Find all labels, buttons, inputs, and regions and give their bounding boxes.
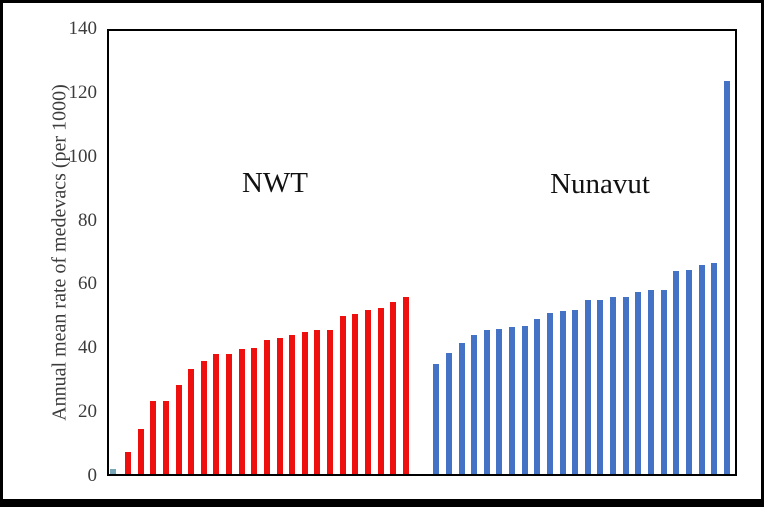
- bar-nwt: [175, 385, 182, 474]
- group-label-nwt: NWT: [241, 167, 309, 199]
- y-tick-label: 40: [78, 337, 97, 359]
- bar-nunavut: [521, 326, 528, 474]
- y-tick-label: 140: [68, 18, 98, 39]
- bar-nwt: [364, 310, 371, 474]
- plot-area: NWT Nunavut: [107, 29, 737, 476]
- y-tick-label: 100: [68, 145, 98, 167]
- bar-nunavut: [610, 297, 617, 474]
- bar-nwt: [263, 340, 270, 474]
- y-tick-label: 0: [87, 465, 98, 486]
- bar-first-bar: [110, 469, 116, 474]
- bar-nwt: [251, 348, 258, 474]
- bar-nwt: [377, 308, 384, 474]
- y-tick-label: 80: [78, 209, 97, 231]
- y-axis-title: Annual mean rate of medevacs (per 1000): [48, 84, 71, 421]
- bar-nwt: [213, 354, 220, 474]
- bar-nunavut: [597, 300, 604, 474]
- bar-nwt: [289, 335, 296, 474]
- bar-nwt: [390, 302, 397, 474]
- bar-nunavut: [622, 297, 629, 474]
- bar-nwt: [188, 369, 195, 474]
- bar-nwt: [238, 349, 245, 474]
- bar-nunavut: [635, 292, 642, 474]
- bar-nunavut: [673, 271, 680, 474]
- bar-nunavut: [483, 330, 490, 474]
- y-tick-label: 60: [78, 273, 97, 295]
- bar-nwt: [402, 297, 409, 474]
- bar-nunavut: [509, 327, 516, 474]
- bar-nunavut: [698, 265, 705, 474]
- bar-nunavut: [546, 313, 553, 474]
- bar-nunavut: [559, 311, 566, 474]
- bar-nwt: [125, 452, 131, 474]
- bar-nunavut: [445, 353, 452, 474]
- bar-nwt: [200, 361, 207, 474]
- bar-nunavut: [584, 300, 591, 474]
- bar-nunavut: [572, 310, 579, 474]
- bar-nwt: [137, 429, 144, 474]
- bar-nwt: [314, 330, 321, 474]
- bar-nunavut: [685, 270, 692, 474]
- bar-nwt: [276, 338, 283, 474]
- bar-nunavut: [723, 81, 730, 474]
- bar-nunavut: [496, 329, 503, 474]
- bar-nwt: [301, 332, 308, 474]
- bar-nwt: [352, 314, 359, 474]
- y-tick-label: 120: [68, 81, 98, 103]
- bar-nunavut: [660, 290, 667, 474]
- bar-nunavut: [458, 343, 465, 474]
- bar-nunavut: [433, 364, 440, 474]
- bar-nwt: [162, 401, 169, 474]
- bar-nunavut: [648, 290, 654, 474]
- bar-nwt: [327, 330, 334, 474]
- bar-nwt: [150, 401, 157, 474]
- bar-nunavut: [534, 319, 541, 474]
- bar-nunavut: [711, 263, 718, 474]
- group-label-nunavut: Nunavut: [550, 168, 650, 200]
- bar-nunavut: [471, 335, 478, 474]
- bar-nwt: [339, 316, 346, 474]
- y-tick-label: 20: [78, 401, 97, 423]
- bar-nwt: [226, 354, 233, 474]
